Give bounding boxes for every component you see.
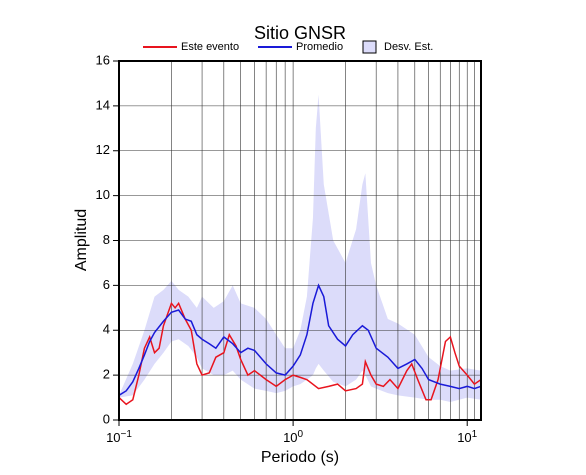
- y-tick-label: 16: [96, 52, 110, 67]
- tick-exponent: 1: [472, 429, 478, 440]
- lines-layer: [118, 283, 482, 406]
- tick-base: 10: [457, 430, 471, 445]
- series-line: [118, 301, 482, 406]
- legend-label: Desv. Est.: [384, 41, 433, 53]
- series-line: [118, 283, 482, 396]
- chart-title: Sitio GNSR: [254, 23, 346, 43]
- x-axis-label: Periodo (s): [261, 449, 339, 466]
- y-axis-label: Amplitud: [73, 209, 90, 271]
- y-tick-label: 0: [103, 411, 110, 426]
- std-band: [119, 94, 481, 403]
- tick-exponent: 0: [298, 429, 304, 440]
- x-tick-label: 100: [283, 429, 303, 446]
- tick-base: 10: [283, 430, 297, 445]
- data-layer: [119, 94, 481, 403]
- x-tick-label: 10−1: [106, 429, 132, 446]
- y-tick-label: 14: [96, 97, 110, 112]
- legend-label: Promedio: [296, 41, 343, 53]
- legend-label: Este evento: [181, 41, 239, 53]
- y-tick-label: 2: [103, 367, 110, 382]
- y-tick-label: 12: [96, 142, 110, 157]
- y-tick-label: 6: [103, 277, 110, 292]
- y-tick-label: 8: [103, 232, 110, 247]
- y-tick-label: 10: [96, 187, 110, 202]
- x-tick-label: 101: [457, 429, 477, 446]
- tick-base: 10: [106, 430, 120, 445]
- legend-swatch: [362, 40, 377, 54]
- y-tick-label: 4: [103, 322, 110, 337]
- tick-exponent: −1: [121, 429, 133, 440]
